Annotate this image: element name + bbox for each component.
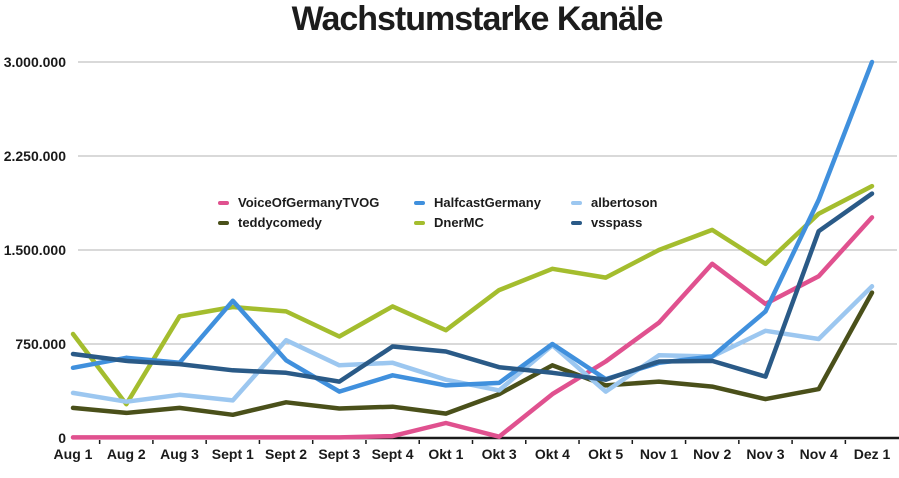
series-line-vsspass [70, 191, 875, 384]
x-axis-label: Sept 2 [265, 446, 307, 462]
series-line-halfcastgermany [70, 59, 875, 394]
x-axis-label: Nov 4 [800, 446, 838, 462]
legend-item-teddycomedy: teddycomedy [218, 215, 322, 230]
x-axis-label: Sept 4 [372, 446, 414, 462]
legend-label: albertoson [591, 195, 658, 210]
legend-label: VoiceOfGermanyTVOG [238, 195, 380, 210]
legend-label: HalfcastGermany [434, 195, 541, 210]
x-axis-label: Aug 1 [54, 446, 93, 462]
legend-swatch [414, 200, 425, 205]
x-axis-label: Aug 3 [160, 446, 199, 462]
x-axis-label: Okt 1 [428, 446, 463, 462]
x-axis-label: Sept 1 [212, 446, 254, 462]
x-axis-label: Sept 3 [318, 446, 360, 462]
legend-item-halfcastgermany: HalfcastGermany [414, 195, 541, 210]
x-axis-label: Aug 2 [107, 446, 146, 462]
legend-item-dnermc: DnerMC [414, 215, 484, 230]
legend-item-albertoson: albertoson [571, 195, 657, 210]
y-axis-label: 750.000 [15, 336, 66, 352]
x-axis-label: Nov 2 [693, 446, 731, 462]
legend-label: DnerMC [434, 215, 484, 230]
y-axis-label: 2.250.000 [4, 148, 66, 164]
legend-label: vsspass [591, 215, 643, 230]
x-axis-label: Okt 4 [535, 446, 570, 462]
legend-item-vsspass: vsspass [571, 215, 642, 230]
x-axis-label: Dez 1 [854, 446, 891, 462]
x-axis-label: Okt 3 [482, 446, 517, 462]
x-axis-label: Okt 5 [588, 446, 623, 462]
y-axis-label: 3.000.000 [4, 54, 66, 70]
legend-swatch [218, 200, 229, 205]
x-axis-label: Nov 3 [746, 446, 784, 462]
legend-swatch [571, 200, 582, 205]
legend-swatch [571, 220, 582, 225]
series-line-dnermc [70, 183, 875, 407]
chart-title: Wachstumstarke Kanäle [291, 0, 664, 38]
legend-item-voiceofgermanytvog: VoiceOfGermanyTVOG [218, 195, 379, 210]
legend-label: teddycomedy [238, 215, 322, 230]
legend-swatch [414, 220, 425, 225]
series-line-teddycomedy [70, 290, 875, 418]
x-axis-label: Nov 1 [640, 446, 678, 462]
y-axis-label: 0 [58, 430, 66, 446]
y-axis-label: 1.500.000 [4, 242, 66, 258]
series-line-voiceofgermanytvog [70, 215, 875, 440]
legend-swatch [218, 220, 229, 225]
